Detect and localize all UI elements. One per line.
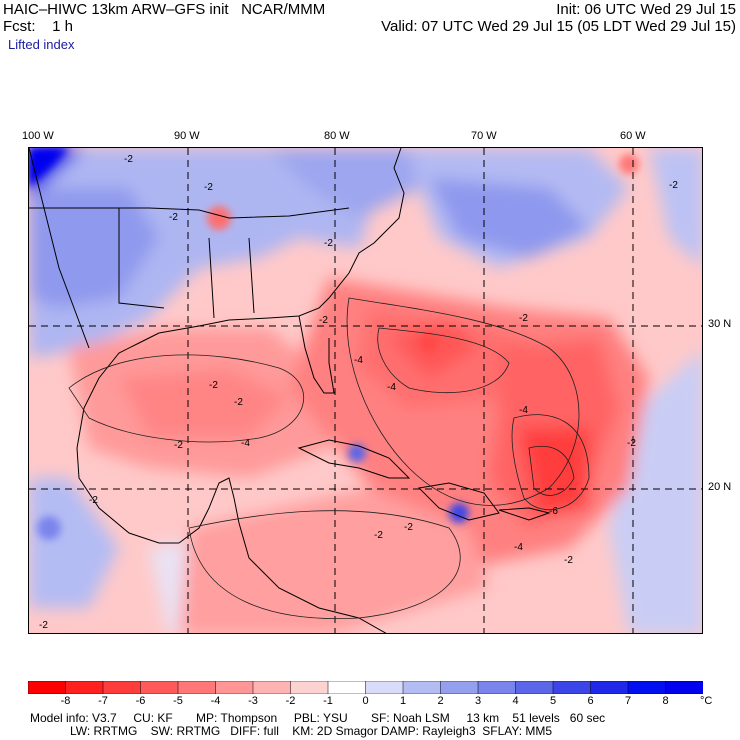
color-bar-unit: °C [700,695,713,707]
color-bar-tick-label: 5 [549,695,557,707]
color-bar-tick-label: -3 [248,695,258,707]
lat-label-20n: 20 N [708,481,732,493]
color-bar-swatch [102,680,142,695]
color-bar-swatch [177,680,217,695]
color-bar-swatch [65,680,104,695]
forecast-hour: Fcst: 1 h [3,18,74,35]
color-bar-swatch [552,680,592,695]
contour-label: -2 [89,495,98,506]
color-bar-swatch [140,680,179,695]
map-canvas: -2 -2 -2 -2 -2 -2 -2 -2 -4 -4 -4 -4 -2 -… [29,148,702,633]
color-bar-tick-label: 1 [399,695,407,707]
color-bar [27,680,704,695]
contour-label: -4 [241,438,250,449]
contour-label: -2 [669,180,678,191]
valid-time: Valid: 07 UTC Wed 29 Jul 15 (05 LDT Wed … [381,18,736,35]
contour-label: -4 [354,355,363,366]
color-bar-swatch [665,680,704,695]
color-bar-swatch [252,680,292,695]
contour-label: -2 [627,438,636,449]
lon-label-100w: 100 W [22,130,54,142]
model-info-line2: LW: RRTMG SW: RRTMG DIFF: full KM: 2D Sm… [70,724,553,738]
color-bar-swatches [27,680,704,695]
color-bar-swatch [627,680,667,695]
color-bar-tick-label: 3 [474,695,482,707]
color-bar-swatch [215,680,254,695]
init-time: Init: 06 UTC Wed 29 Jul 15 [556,1,736,18]
contour-lines [68,297,590,619]
lon-label-90w: 90 W [174,130,200,142]
contour-label: -4 [514,542,523,553]
contour-label: -2 [204,182,213,193]
contour-label: -2 [374,530,383,541]
contour-label: -2 [209,380,218,391]
color-bar-swatch [365,680,404,695]
lon-label-70w: 70 W [471,130,497,142]
color-bar-swatch [27,680,67,695]
contour-label: -2 [519,313,528,324]
latlon-grid [29,148,702,633]
color-bar-tick-label: 2 [437,695,444,707]
contour-label: -2 [404,522,413,533]
color-bar-swatch [440,680,479,695]
color-bar-swatch [590,680,629,695]
color-bar-ticks: -8 -7 -6 -5 -4 -3 -2 -1 0 1 2 3 4 5 6 7 8 [28,694,703,708]
contour-label: -2 [39,620,48,631]
color-bar-swatch [515,680,554,695]
color-bar-tick-label: -8 [60,695,71,707]
color-bar-swatch [327,680,367,695]
color-bar-tick-label: 8 [662,695,669,707]
color-bar-tick-label: -5 [173,695,183,707]
coastlines [29,148,551,633]
color-bar-tick-label: 0 [362,695,369,707]
contour-label: -2 [124,154,133,165]
contour-label: -2 [564,555,573,566]
contour-label: -6 [549,506,558,517]
color-bar-tick-label: -7 [98,695,108,707]
color-bar-tick-label: 4 [512,695,519,707]
field-detail [29,148,639,540]
lon-label-60w: 60 W [620,130,646,142]
lat-label-30n: 30 N [708,318,732,330]
color-bar-swatch [290,680,329,695]
color-bar-tick-label: -2 [285,695,296,707]
contour-label: -4 [387,382,396,393]
lon-label-80w: 80 W [324,130,350,142]
lifted-index-map: -2 -2 -2 -2 -2 -2 -2 -2 -4 -4 -4 -4 -2 -… [28,147,703,634]
contour-label: -2 [319,315,328,326]
color-bar-swatch [477,680,517,695]
contour-label-group: -2 -2 -2 -2 -2 -2 -2 -2 -4 -4 -4 -4 -2 -… [39,154,678,631]
model-info-line1: Model info: V3.7 CU: KF MP: Thompson PBL… [30,711,606,725]
color-bar-tick-label: 7 [624,695,632,707]
color-bar-tick-label: -1 [323,695,333,707]
field-name: Lifted index [8,37,75,52]
contour-label: -2 [174,440,183,451]
color-bar-tick-label: 6 [587,695,594,707]
contour-label: -2 [324,238,333,249]
model-title: HAIC–HIWC 13km ARW–GFS init NCAR/MMM [3,1,326,18]
color-bar-swatch [402,680,442,695]
color-bar-tick-label: -4 [210,695,221,707]
contour-label: -2 [234,397,243,408]
contour-label: -4 [519,405,528,416]
color-bar-tick-label: -6 [135,695,146,707]
contour-label: -2 [169,212,178,223]
